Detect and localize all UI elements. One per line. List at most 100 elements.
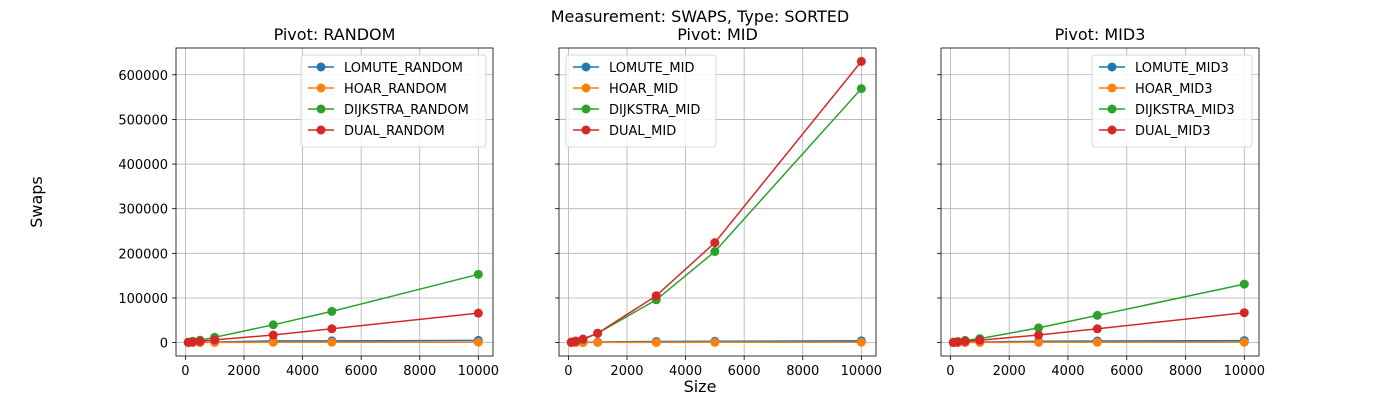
x-tick-label: 2000 (610, 364, 643, 379)
data-point (195, 336, 205, 346)
legend: LOMUTE_MID3 HOAR_MID3 DIJKSTRA_MID3 DUAL_MI… (1091, 54, 1253, 148)
y-tick-label: 600000 (118, 69, 168, 84)
legend: LOMUTE_RANDOM HOAR_RANDOM DIJKSTRA_RANDOM D… (300, 54, 487, 148)
legend-marker (1107, 62, 1117, 72)
legend-label: HOAR_RANDOM (344, 82, 447, 97)
x-tick-label: 8000 (403, 364, 436, 379)
y-axis-label: Swaps (27, 176, 46, 228)
data-point (268, 330, 278, 340)
x-tick-label: 2000 (227, 364, 260, 379)
legend-marker (316, 104, 326, 114)
legend-label: DIJKSTRA_MID (609, 103, 700, 118)
x-tick-label: 8000 (786, 364, 819, 379)
legend-label: LOMUTE_RANDOM (344, 61, 463, 76)
x-tick-label: 2000 (993, 364, 1026, 379)
y-tick-label: 400000 (118, 158, 168, 173)
legend-label: DIJKSTRA_RANDOM (344, 103, 469, 118)
legend-box (565, 54, 717, 148)
x-tick-label: 4000 (286, 364, 319, 379)
y-tick-label: 500000 (118, 113, 168, 128)
x-tick-label: 4000 (669, 364, 702, 379)
data-point (327, 324, 337, 334)
data-point (960, 336, 970, 346)
data-point (651, 337, 661, 347)
legend-label: HOAR_MID3 (1135, 82, 1213, 97)
subplot-2: 0 2000 4000 6000 8000 10000 Pivot: MID LOMUTE_M… (555, 25, 882, 379)
axes-frame (175, 47, 494, 357)
legend-marker (1107, 104, 1117, 114)
data-point (651, 291, 661, 301)
subplot-3: 0 2000 4000 6000 8000 10000 Pivot: MID3 LOMUTE_… (937, 25, 1265, 379)
data-point (1239, 337, 1249, 347)
subplot-title: Pivot: RANDOM (274, 25, 396, 44)
legend-marker (1107, 125, 1117, 135)
data-point (571, 336, 581, 346)
y-tick-label: 100000 (118, 292, 168, 307)
data-point (1092, 324, 1102, 334)
data-point (473, 308, 483, 318)
legend-marker (581, 125, 591, 135)
x-tick-label: 8000 (1169, 364, 1202, 379)
legend-label: DUAL_MID (609, 124, 676, 139)
data-point (856, 84, 866, 94)
data-point (593, 337, 603, 347)
x-tick-label: 0 (564, 364, 572, 379)
data-point (268, 337, 278, 347)
data-point (473, 269, 483, 279)
legend-marker (581, 104, 591, 114)
data-point (1092, 310, 1102, 320)
legend-label: DIJKSTRA_MID3 (1135, 103, 1235, 118)
legend-marker (316, 83, 326, 93)
data-point (710, 337, 720, 347)
legend-box (300, 54, 487, 148)
x-axis-label: Size (684, 377, 717, 396)
data-point (327, 306, 337, 316)
data-point (1239, 308, 1249, 318)
data-point (856, 337, 866, 347)
data-point (710, 247, 720, 257)
data-point (953, 337, 963, 347)
subplot-title: Pivot: MID (677, 25, 758, 44)
legend-marker (1107, 83, 1117, 93)
data-point (473, 337, 483, 347)
legend-marker (316, 62, 326, 72)
subplots: 0 2000 4000 6000 8000 10000010000020000030000… (118, 25, 1265, 379)
legend-label: LOMUTE_MID3 (1135, 61, 1229, 76)
legend-label: LOMUTE_MID (609, 61, 694, 76)
legend-label: DUAL_MID3 (1135, 124, 1211, 139)
subplot-title: Pivot: MID3 (1055, 25, 1146, 44)
data-point (1034, 330, 1044, 340)
y-tick-label: 0 (160, 337, 168, 352)
legend-marker (581, 62, 591, 72)
x-tick-label: 10000 (1224, 364, 1265, 379)
x-tick-label: 0 (946, 364, 954, 379)
data-point (327, 337, 337, 347)
data-point (188, 337, 198, 347)
data-point (1034, 337, 1044, 347)
legend-label: HOAR_MID (609, 82, 678, 97)
axes-frame (558, 47, 877, 357)
data-point (1034, 323, 1044, 333)
x-tick-label: 4000 (1051, 364, 1084, 379)
x-tick-label: 10000 (458, 364, 499, 379)
axes-frame (940, 47, 1260, 357)
x-tick-label: 0 (181, 364, 189, 379)
data-point (210, 335, 220, 345)
x-tick-label: 10000 (841, 364, 882, 379)
data-point (593, 328, 603, 338)
subplot-1: 0 2000 4000 6000 8000 10000010000020000030000… (118, 25, 499, 379)
x-tick-label: 6000 (345, 364, 378, 379)
data-point (268, 320, 278, 330)
y-tick-label: 300000 (118, 203, 168, 218)
legend-marker (316, 125, 326, 135)
y-tick-label: 200000 (118, 247, 168, 262)
figure-suptitle: Measurement: SWAPS, Type: SORTED (551, 7, 849, 26)
legend: LOMUTE_MID HOAR_MID DIJKSTRA_MID DUAL_MID (565, 54, 717, 148)
data-point (1239, 279, 1249, 289)
legend-marker (581, 83, 591, 93)
data-point (856, 56, 866, 66)
legend-label: DUAL_RANDOM (344, 124, 445, 139)
data-point (1092, 337, 1102, 347)
legend-box (1091, 54, 1253, 148)
